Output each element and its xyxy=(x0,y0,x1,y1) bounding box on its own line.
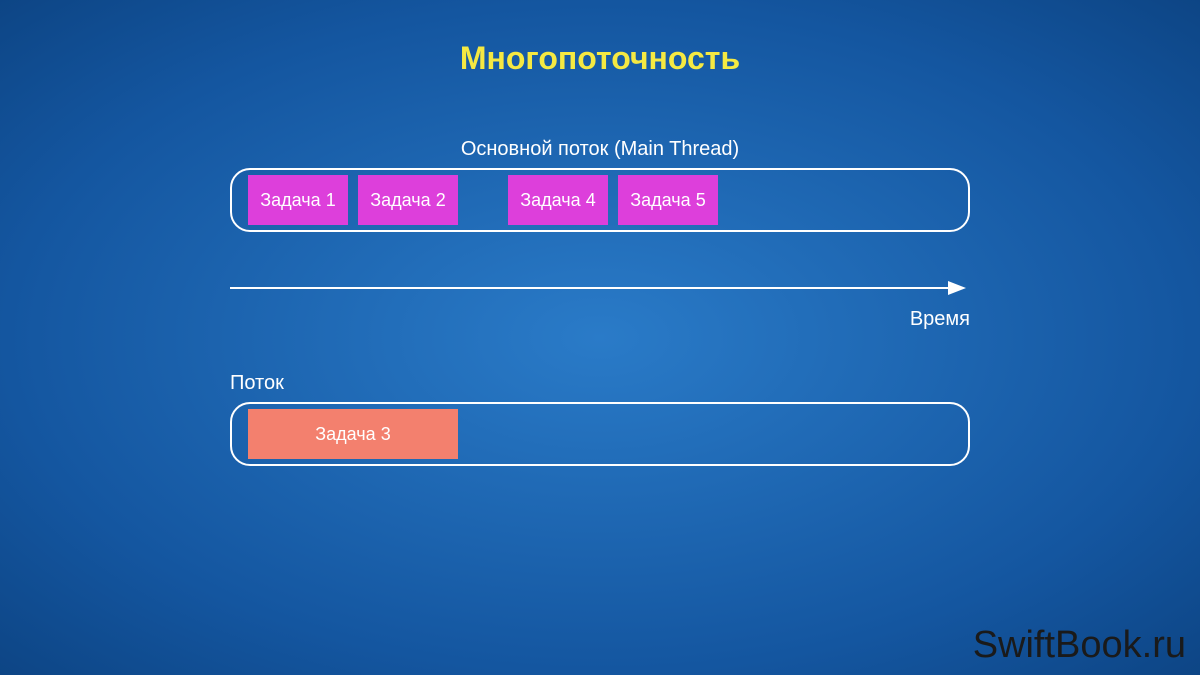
main-thread-label: Основной поток (Main Thread) xyxy=(230,138,970,161)
main-thread-container: Задача 1Задача 2 Задача 4Задача 5 xyxy=(230,168,970,232)
task-block: Задача 1 xyxy=(248,175,348,225)
time-arrow xyxy=(230,278,970,298)
arrow-head-icon xyxy=(948,281,966,295)
slide-title: Многопоточность xyxy=(0,0,1200,77)
watermark: SwiftBook.ru xyxy=(973,624,1186,667)
time-label-wrap: Время xyxy=(230,308,970,331)
secondary-thread-container: Задача 3 xyxy=(230,402,970,466)
task-block: Задача 4 xyxy=(508,175,608,225)
task-block: Задача 2 xyxy=(358,175,458,225)
secondary-thread-label: Поток xyxy=(230,372,970,395)
secondary-thread-label-wrap: Поток xyxy=(230,372,970,395)
time-label: Время xyxy=(230,308,970,331)
main-thread-label-text: Основной поток (Main Thread) xyxy=(230,138,970,161)
task-block: Задача 5 xyxy=(618,175,718,225)
arrow-line xyxy=(230,287,948,289)
task-block: Задача 3 xyxy=(248,409,458,459)
